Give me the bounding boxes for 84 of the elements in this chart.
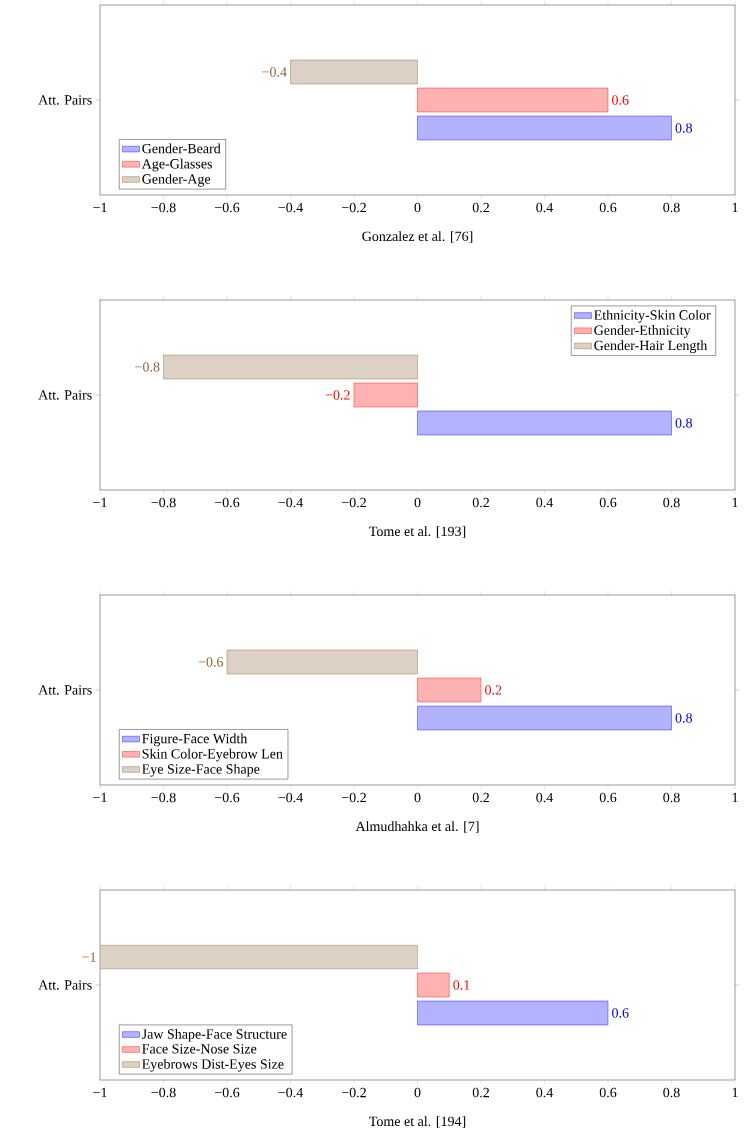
bar: [417, 1000, 609, 1026]
x-tick-label: −1: [93, 1087, 107, 1098]
x-tick-label: −1: [93, 497, 107, 508]
data-label: −1: [82, 952, 96, 962]
x-tick-label: 0.2: [472, 1087, 489, 1098]
legend-label: Gender-Age: [142, 173, 211, 187]
x-tick-label: −0.8: [151, 497, 176, 508]
x-tick-label: 0.6: [599, 792, 617, 803]
legend-label: Eye Size-Face Shape: [142, 763, 260, 777]
x-tick-label: 0.6: [599, 497, 617, 508]
bar: [226, 649, 418, 675]
x-tick-label: 1: [732, 792, 738, 803]
legend-label: Face Size-Nose Size: [142, 1044, 257, 1054]
legend-label: Age-Glasses: [141, 158, 212, 172]
x-tick-label: 1: [732, 202, 738, 213]
legend-label: Gender-Ethnicity: [594, 325, 691, 338]
data-label: 0.6: [612, 1008, 629, 1018]
data-label: 0.8: [675, 123, 692, 133]
x-tick-label: 0.2: [472, 202, 489, 213]
x-tick-label: 0.8: [663, 202, 680, 213]
x-tick-label: −1: [93, 792, 107, 803]
legend-label: Eyebrows Dist-Eyes Size: [142, 1058, 284, 1072]
x-tick-label: 0: [414, 1087, 421, 1098]
x-tick-label: 0: [414, 497, 421, 508]
legend-label: Jaw Shape-Face Structure: [142, 1028, 287, 1042]
data-label: 0.8: [675, 418, 692, 428]
x-tick-label: −0.4: [278, 1087, 303, 1098]
x-tick-label: 0.6: [599, 1087, 617, 1098]
x-tick-label: 0.4: [536, 202, 554, 213]
x-tick-label: −0.2: [341, 1087, 366, 1098]
x-tick-label: 0.2: [472, 792, 489, 803]
x-tick-label: −0.4: [278, 202, 303, 213]
x-tick-label: 0.6: [599, 202, 617, 213]
bar: [417, 972, 450, 998]
x-tick-label: −0.8: [151, 1087, 176, 1098]
x-tick-label: 0.4: [536, 792, 554, 803]
y-tick-label: Att. Pairs: [38, 95, 92, 105]
x-tick-label: −0.4: [278, 497, 303, 508]
x-tick-label: 0.8: [663, 1087, 680, 1098]
x-tick-label: −0.2: [341, 202, 366, 213]
legend-label: Skin Color-Eyebrow Len: [142, 748, 283, 762]
data-label: 0.6: [612, 95, 629, 105]
x-tick-label: −0.6: [214, 497, 240, 508]
x-tick-label: −0.8: [151, 202, 176, 213]
x-axis-title: Gonzalez et al. [76]: [362, 231, 473, 243]
y-tick-label: Att. Pairs: [38, 980, 92, 990]
x-tick-label: −0.2: [341, 497, 366, 508]
data-label: 0.2: [485, 685, 502, 695]
x-tick-label: −0.6: [214, 792, 240, 803]
bar: [417, 115, 672, 141]
x-tick-label: 0.8: [663, 792, 680, 803]
x-tick-label: 0.2: [472, 497, 489, 508]
data-label: −0.8: [135, 362, 160, 372]
bar: [290, 59, 418, 85]
x-tick-label: 0.4: [536, 1087, 554, 1098]
y-tick-label: Att. Pairs: [38, 390, 92, 400]
data-label: 0.1: [453, 980, 470, 990]
x-tick-label: 0: [414, 792, 421, 803]
legend-label: Ethnicity-Skin Color: [594, 309, 711, 323]
x-tick-label: 1: [732, 1087, 738, 1098]
bar: [417, 87, 609, 113]
x-tick-label: −0.2: [341, 792, 366, 803]
data-label: 0.8: [675, 713, 692, 723]
data-label: −0.2: [325, 390, 350, 400]
x-axis-title: Almudhahka et al. [7]: [355, 821, 479, 833]
x-tick-label: 0.4: [536, 497, 554, 508]
bar: [417, 705, 672, 731]
data-label: −0.6: [198, 657, 224, 667]
data-label: −0.4: [262, 67, 287, 77]
x-tick-label: −0.4: [278, 792, 303, 803]
x-tick-label: −0.8: [151, 792, 176, 803]
x-tick-label: 1: [732, 497, 738, 508]
x-tick-label: 0: [414, 202, 421, 213]
legend-label: Gender-Hair Length: [594, 340, 708, 354]
legend-label: Gender-Beard: [142, 143, 221, 154]
x-tick-label: 0.8: [663, 497, 680, 508]
x-axis-title: Tome et al. [194]: [369, 1116, 466, 1128]
x-tick-label: −0.6: [214, 1087, 240, 1098]
y-tick-label: Att. Pairs: [38, 685, 92, 695]
x-axis-title: Tome et al. [193]: [369, 526, 466, 538]
x-tick-label: −0.6: [214, 202, 240, 213]
x-tick-label: −1: [93, 202, 107, 213]
bar: [417, 677, 482, 703]
legend-label: Figure-Face Width: [142, 733, 248, 747]
